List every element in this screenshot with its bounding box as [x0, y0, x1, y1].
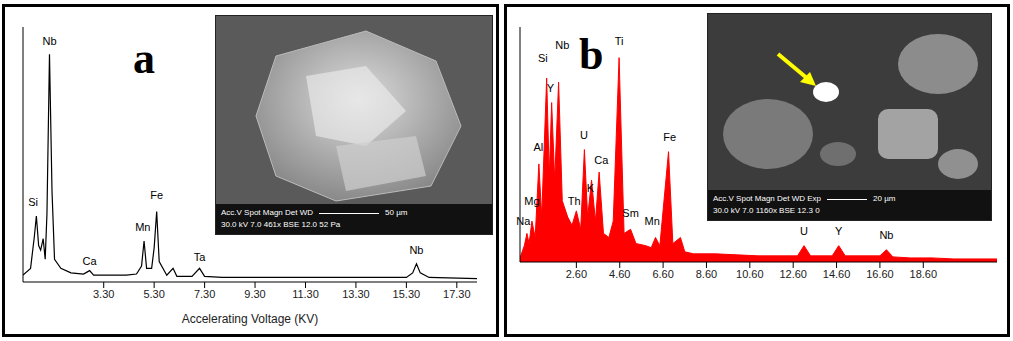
svg-text:Si: Si: [538, 52, 548, 64]
svg-text:13.30: 13.30: [342, 288, 370, 300]
html-text:Acc.V Spot Magn Det WD: Acc.V Spot Magn Det WD: [221, 208, 313, 217]
svg-text:18.60: 18.60: [910, 268, 938, 280]
svg-text:Mn: Mn: [645, 215, 660, 227]
svg-text:Nb: Nb: [409, 244, 423, 256]
svg-text:Mn: Mn: [135, 221, 150, 233]
svg-text:Nb: Nb: [42, 35, 56, 47]
svg-text:12.60: 12.60: [779, 268, 807, 280]
svg-text:9.30: 9.30: [244, 288, 265, 300]
svg-text:16.60: 16.60: [866, 268, 894, 280]
svg-text:2.60: 2.60: [566, 268, 587, 280]
svg-text:Ti: Ti: [615, 35, 624, 47]
html-text:30.0 kV 7.0 461x BSE 12.0 52 P: 30.0 kV 7.0 461x BSE 12.0 52 Pa: [221, 220, 341, 229]
svg-text:Sm: Sm: [622, 207, 639, 219]
svg-text:Accelerating Voltage (KV): Accelerating Voltage (KV): [182, 312, 319, 326]
svg-text:Fe: Fe: [663, 131, 676, 143]
svg-text:Na: Na: [516, 215, 531, 227]
html-text:a: a: [133, 34, 155, 83]
svg-text:U: U: [580, 129, 588, 141]
svg-text:3.30: 3.30: [93, 288, 114, 300]
html-text:b: b: [579, 30, 604, 79]
svg-text:5.30: 5.30: [143, 288, 164, 300]
svg-text:Y: Y: [835, 225, 843, 237]
html-text:30.0 kV 7.0 1160x BSE 12.3 0: 30.0 kV 7.0 1160x BSE 12.3 0: [713, 206, 820, 215]
svg-text:17.30: 17.30: [443, 288, 471, 300]
svg-text:6.60: 6.60: [652, 268, 673, 280]
svg-text:K: K: [587, 182, 595, 194]
svg-text:4.60: 4.60: [609, 268, 630, 280]
svg-text:Al: Al: [534, 141, 544, 153]
svg-text:7.30: 7.30: [194, 288, 215, 300]
svg-text:Fe: Fe: [150, 189, 163, 201]
svg-text:14.60: 14.60: [823, 268, 851, 280]
svg-text:Ta: Ta: [194, 251, 207, 263]
svg-text:Y: Y: [547, 82, 555, 94]
svg-text:Ca: Ca: [594, 154, 609, 166]
svg-text:U: U: [800, 225, 808, 237]
html-text:20 µm: 20 µm: [873, 194, 896, 203]
svg-text:10.60: 10.60: [736, 268, 764, 280]
html-text:50 µm: 50 µm: [385, 208, 408, 217]
svg-text:Nb: Nb: [879, 229, 893, 241]
svg-text:8.60: 8.60: [696, 268, 717, 280]
svg-text:Nb: Nb: [555, 39, 569, 51]
svg-text:Mg: Mg: [524, 195, 539, 207]
html-text:Acc.V Spot Magn Det WD Exp: Acc.V Spot Magn Det WD Exp: [713, 194, 821, 203]
svg-text:11.30: 11.30: [292, 288, 319, 300]
svg-text:Th: Th: [568, 195, 581, 207]
svg-text:15.30: 15.30: [393, 288, 421, 300]
svg-text:Si: Si: [28, 196, 38, 208]
svg-text:Ca: Ca: [83, 255, 98, 267]
